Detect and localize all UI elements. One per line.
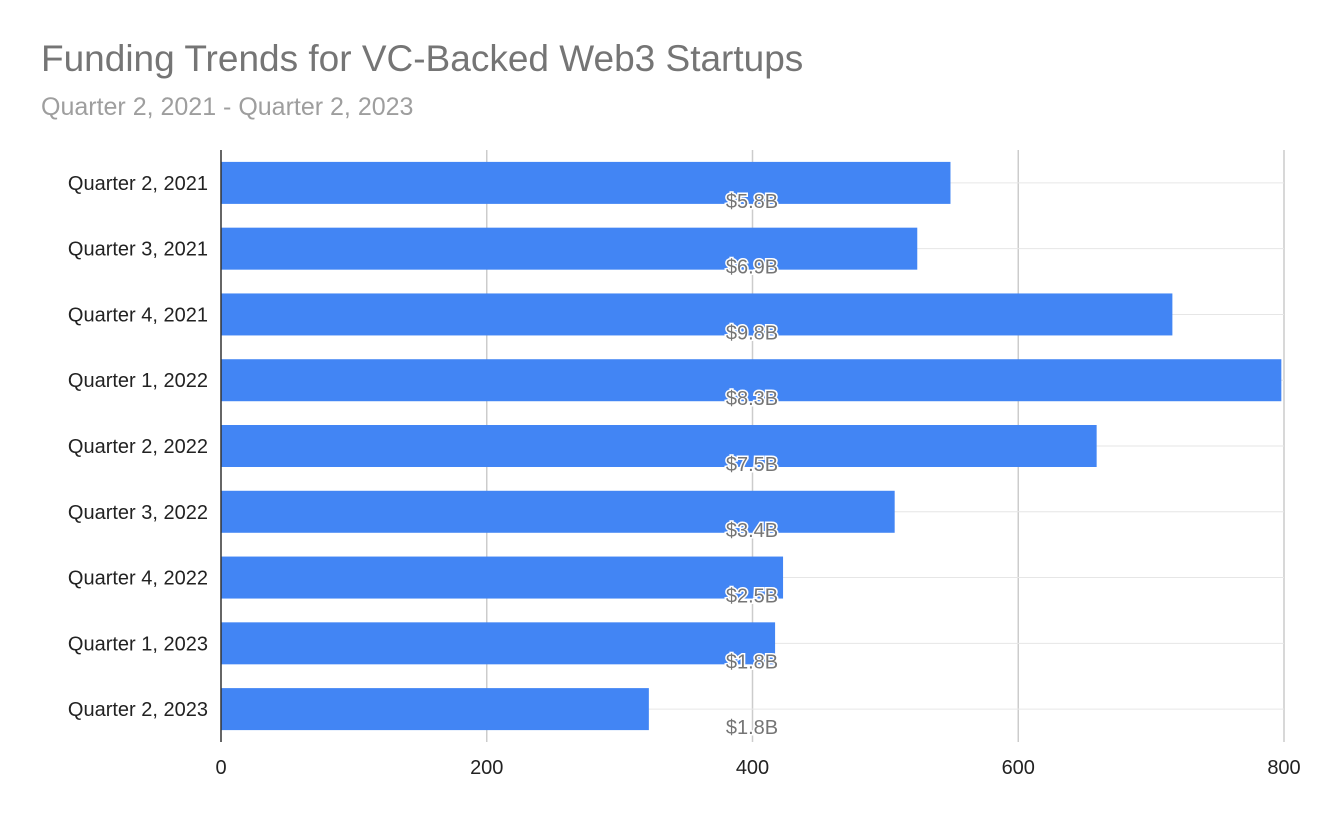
data-label: $7.5B [726,454,778,476]
bar [221,688,649,731]
chart-title: Funding Trends for VC-Backed Web3 Startu… [41,38,804,79]
data-label: $9.8B [726,322,778,344]
x-tick-label: 0 [215,757,226,779]
category-label: Quarter 3, 2022 [68,502,208,524]
bar [221,622,776,665]
data-label: $2.5B [726,586,778,608]
data-label: $6.9B [726,257,778,279]
data-label: $3.4B [726,520,778,542]
bar [221,425,1097,467]
x-tick-label: 400 [736,757,769,779]
bar [221,293,1173,336]
category-label: Quarter 1, 2022 [68,370,208,392]
bar [221,359,1282,402]
x-tick-label: 800 [1267,757,1300,779]
category-label: Quarter 2, 2023 [68,699,208,721]
category-label: Quarter 2, 2022 [68,436,208,458]
x-tick-label: 200 [470,757,503,779]
bar [221,490,895,533]
chart-subtitle: Quarter 2, 2021 - Quarter 2, 2023 [41,93,414,121]
bar [221,161,951,204]
category-label: Quarter 4, 2022 [68,568,208,590]
data-label: $1.8B [726,717,778,739]
data-label: $5.8B [726,191,778,213]
data-label: $1.8B [726,651,778,673]
bar [221,556,784,599]
category-label: Quarter 3, 2021 [68,239,208,261]
bar [221,227,918,270]
x-tick-label: 600 [1002,757,1035,779]
category-label: Quarter 2, 2021 [68,173,208,195]
category-label: Quarter 1, 2023 [68,633,208,655]
data-label: $8.3B [726,388,778,410]
category-label: Quarter 4, 2021 [68,304,208,326]
